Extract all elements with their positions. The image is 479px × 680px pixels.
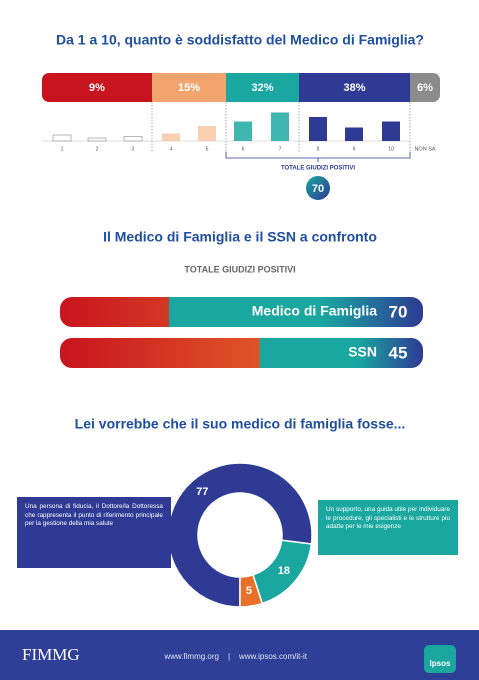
x-tick-label: 4: [170, 146, 173, 152]
bar: [309, 117, 327, 141]
segment-label: 38%: [343, 82, 365, 94]
x-tick-label: 1: [61, 146, 64, 152]
x-tick-label: 6: [242, 146, 245, 152]
footer-band: [0, 630, 479, 680]
segment: [42, 73, 152, 102]
segment: [152, 73, 226, 102]
segment-label: 15%: [178, 82, 200, 94]
link[interactable]: www.fimmg.org: [163, 652, 219, 661]
x-tick-label: 10: [388, 146, 394, 152]
x-tick-label: 7: [279, 146, 282, 152]
annotation-box: Una persona di fiducia, il Dottore/la Do…: [17, 497, 171, 568]
segment-bar: [42, 73, 440, 102]
logo-fimmg: FIMMG: [22, 645, 80, 664]
donut-slice: [239, 573, 264, 608]
bar: [87, 137, 107, 142]
bar: [198, 126, 216, 141]
bar: [345, 127, 363, 141]
bar: [123, 136, 143, 142]
bar: [259, 338, 423, 368]
bar-label: SSN: [348, 344, 377, 360]
segment-label: 32%: [251, 82, 273, 94]
value-label: 45: [389, 343, 408, 362]
segment: [226, 73, 299, 102]
segment-label: 6%: [417, 82, 433, 94]
subtitle: TOTALE GIUDIZI POSITIVI: [184, 264, 295, 274]
slice-label: 5: [246, 585, 252, 597]
separator: |: [228, 652, 230, 661]
segment-label: 9%: [89, 82, 105, 94]
x-tick-label: 8: [317, 146, 320, 152]
slice-label: 77: [196, 486, 208, 498]
segment: [410, 73, 440, 102]
link[interactable]: www.ipsos.com/it-it: [238, 652, 308, 661]
bar: [52, 134, 72, 142]
bar: [234, 121, 252, 141]
x-tick-label: NON SA: [414, 146, 435, 152]
slice-label: 18: [278, 565, 290, 577]
logo-ipsos: Ipsos: [430, 659, 451, 668]
value-label: 70: [389, 302, 408, 321]
logo-ipsos-bg: [424, 645, 456, 673]
total-value: 70: [312, 183, 324, 195]
segment: [299, 73, 410, 102]
annotation: TOTALE GIUDIZI POSITIVI: [281, 166, 355, 172]
section-title: Il Medico di Famiglia e il SSN a confron…: [103, 229, 377, 245]
x-tick-label: 9: [353, 146, 356, 152]
bar: [271, 112, 289, 141]
total-badge: [306, 176, 330, 200]
title: Da 1 a 10, quanto è soddisfatto del Medi…: [56, 32, 424, 48]
bar: [168, 297, 423, 327]
annotation-box: Un supporto, una guida utile per individ…: [318, 500, 458, 555]
x-tick-label: 2: [96, 146, 99, 152]
x-tick-label: 5: [206, 146, 209, 152]
section-title: Lei vorrebbe che il suo medico di famigl…: [75, 416, 406, 432]
bar: [382, 121, 400, 141]
bar-label: Medico di Famiglia: [252, 303, 377, 319]
bracket: [225, 152, 411, 162]
x-tick-label: 3: [132, 146, 135, 152]
bar: [162, 133, 180, 141]
